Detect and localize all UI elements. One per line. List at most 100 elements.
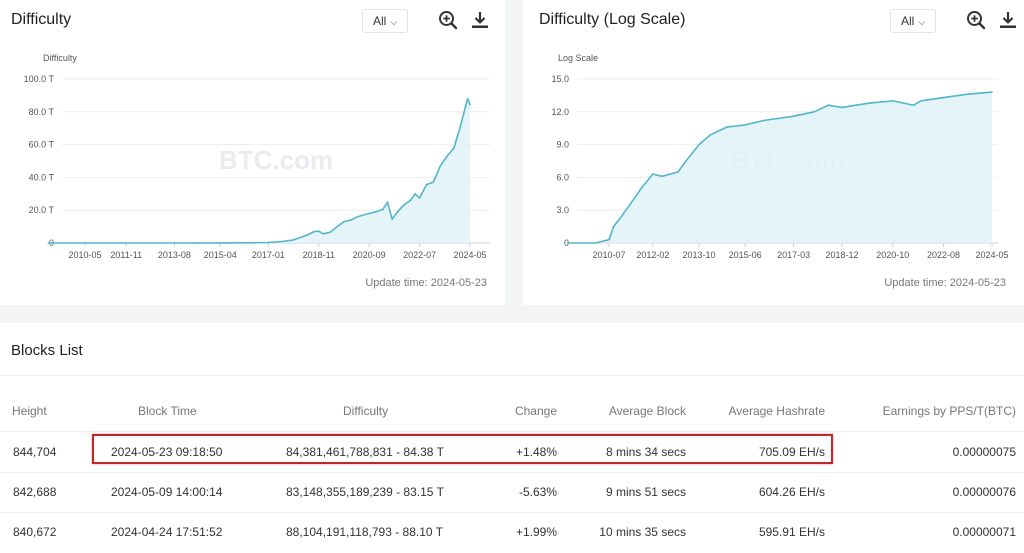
block-height-link[interactable]: 840,672	[13, 525, 57, 539]
data-point	[677, 171, 680, 173]
table-row[interactable]: 842,688 2024-05-09 14:00:14 83,148,355,1…	[0, 472, 1024, 512]
download-icon[interactable]	[998, 10, 1018, 30]
y-tick-label: 3.0	[556, 205, 569, 215]
data-point	[329, 231, 332, 233]
data-point	[425, 183, 428, 186]
average-hashrate: 595.91 EH/s	[758, 525, 825, 539]
data-point	[640, 187, 643, 190]
range-select-value: All	[901, 14, 915, 28]
block-time: 2024-05-23 09:18:50	[111, 445, 223, 459]
data-point	[47, 242, 50, 244]
earnings-pps: 0.00000071	[952, 525, 1016, 539]
x-tick-label: 2024-05	[975, 250, 1008, 260]
earnings-pps: 0.00000075	[952, 445, 1016, 459]
divider	[0, 512, 1024, 513]
data-point	[709, 133, 712, 136]
difficulty-update-time: Update time: 2024-05-23	[365, 277, 487, 289]
data-point	[633, 197, 636, 199]
data-point	[453, 147, 455, 149]
block-difficulty: 84,381,461,788,831 - 84.38 T	[286, 445, 444, 459]
data-point	[841, 106, 843, 109]
download-icon[interactable]	[470, 10, 490, 30]
log-difficulty-chart[interactable]: Log Scale 0 3.0 6.0 9.0 12.0 15.0 2010-07 2012-0…	[523, 40, 1024, 270]
y-tick-label: 9.0	[556, 140, 569, 150]
log-difficulty-chart-title: Difficulty (Log Scale)	[539, 11, 686, 28]
x-tick-label: 2015-04	[204, 250, 237, 260]
data-point	[409, 199, 412, 202]
data-point	[125, 242, 128, 244]
x-tick-label: 2017-01	[252, 250, 285, 260]
data-point	[395, 212, 398, 214]
y-axis-label: Difficulty	[43, 53, 77, 63]
data-point	[306, 234, 309, 236]
data-point	[281, 240, 283, 243]
data-point	[469, 103, 471, 106]
x-tick-label: 2020-10	[876, 250, 909, 260]
col-header-difficulty[interactable]: Difficulty	[343, 404, 389, 418]
data-point	[919, 100, 922, 102]
y-tick-label: 15.0	[551, 74, 569, 84]
data-point	[363, 213, 366, 216]
data-point	[375, 211, 377, 213]
difficulty-range-select[interactable]: All ⌵	[362, 9, 409, 33]
difficulty-change: +1.99%	[515, 525, 557, 539]
x-tick-label: 2015-06	[729, 250, 762, 260]
block-height-link[interactable]: 842,688	[13, 485, 57, 499]
data-point	[684, 161, 686, 163]
data-point	[827, 104, 829, 107]
average-hashrate: 604.26 EH/s	[758, 485, 825, 499]
col-header-average-block[interactable]: Average Block	[608, 404, 686, 418]
table-row[interactable]: 844,704 2024-05-23 09:18:50 84,381,461,7…	[0, 432, 1024, 472]
x-tick-label: 2012-02	[636, 250, 669, 260]
data-point	[414, 193, 416, 195]
x-tick-label: 2013-10	[682, 250, 715, 260]
average-block-time: 9 mins 51 secs	[605, 485, 686, 499]
y-tick-label: 0	[564, 238, 569, 248]
x-tick-label: 2024-05	[453, 250, 486, 260]
col-header-block-time[interactable]: Block Time	[138, 404, 197, 418]
data-point	[343, 220, 345, 223]
zoom-in-icon[interactable]	[438, 10, 458, 30]
col-header-average-hashrate[interactable]: Average Hashrate	[728, 404, 825, 418]
blocks-list-title: Blocks List	[11, 342, 83, 359]
block-time: 2024-04-24 17:51:52	[111, 525, 223, 539]
data-point	[965, 93, 968, 96]
series-line	[567, 91, 993, 244]
data-point	[322, 233, 325, 235]
log-difficulty-update-time: Update time: 2024-05-23	[884, 277, 1006, 289]
average-hashrate: 705.09 EH/s	[758, 445, 825, 459]
data-point	[317, 230, 320, 232]
data-point	[336, 225, 338, 228]
data-point	[313, 230, 315, 233]
data-point	[762, 119, 765, 122]
col-header-change[interactable]: Change	[514, 404, 557, 418]
data-point	[612, 225, 615, 228]
log-difficulty-range-select[interactable]: All ⌵	[890, 9, 937, 33]
y-tick-label: 80.0 T	[29, 107, 55, 117]
data-point	[942, 96, 945, 99]
x-tick-label: 2017-03	[777, 250, 810, 260]
data-point	[460, 124, 462, 126]
data-point	[891, 100, 894, 102]
table-row[interactable]: 840,672 2024-04-24 17:51:52 88,104,191,1…	[0, 512, 1024, 552]
watermark: BTC.com	[219, 145, 333, 175]
x-tick-label: 2011-11	[110, 250, 142, 260]
block-difficulty: 88,104,191,118,793 - 88.10 T	[286, 525, 444, 539]
range-select-value: All	[373, 14, 387, 28]
data-point	[912, 104, 915, 107]
data-point	[855, 104, 857, 107]
zoom-in-icon[interactable]	[966, 10, 986, 30]
divider	[0, 375, 1024, 376]
x-tick-label: 2020-09	[353, 250, 386, 260]
y-tick-label: 6.0	[556, 172, 569, 182]
block-height-link[interactable]: 844,704	[13, 445, 57, 459]
col-header-height[interactable]: Height	[12, 404, 47, 418]
difficulty-change: +1.48%	[515, 445, 557, 459]
y-tick-label: 12.0	[551, 107, 569, 117]
average-block-time: 10 mins 35 secs	[599, 525, 686, 539]
difficulty-chart-title: Difficulty	[11, 11, 72, 28]
col-header-earnings[interactable]: Earnings by PPS/T(BTC)	[882, 404, 1016, 418]
x-tick-label: 2018-11	[303, 250, 335, 260]
divider	[0, 472, 1024, 473]
